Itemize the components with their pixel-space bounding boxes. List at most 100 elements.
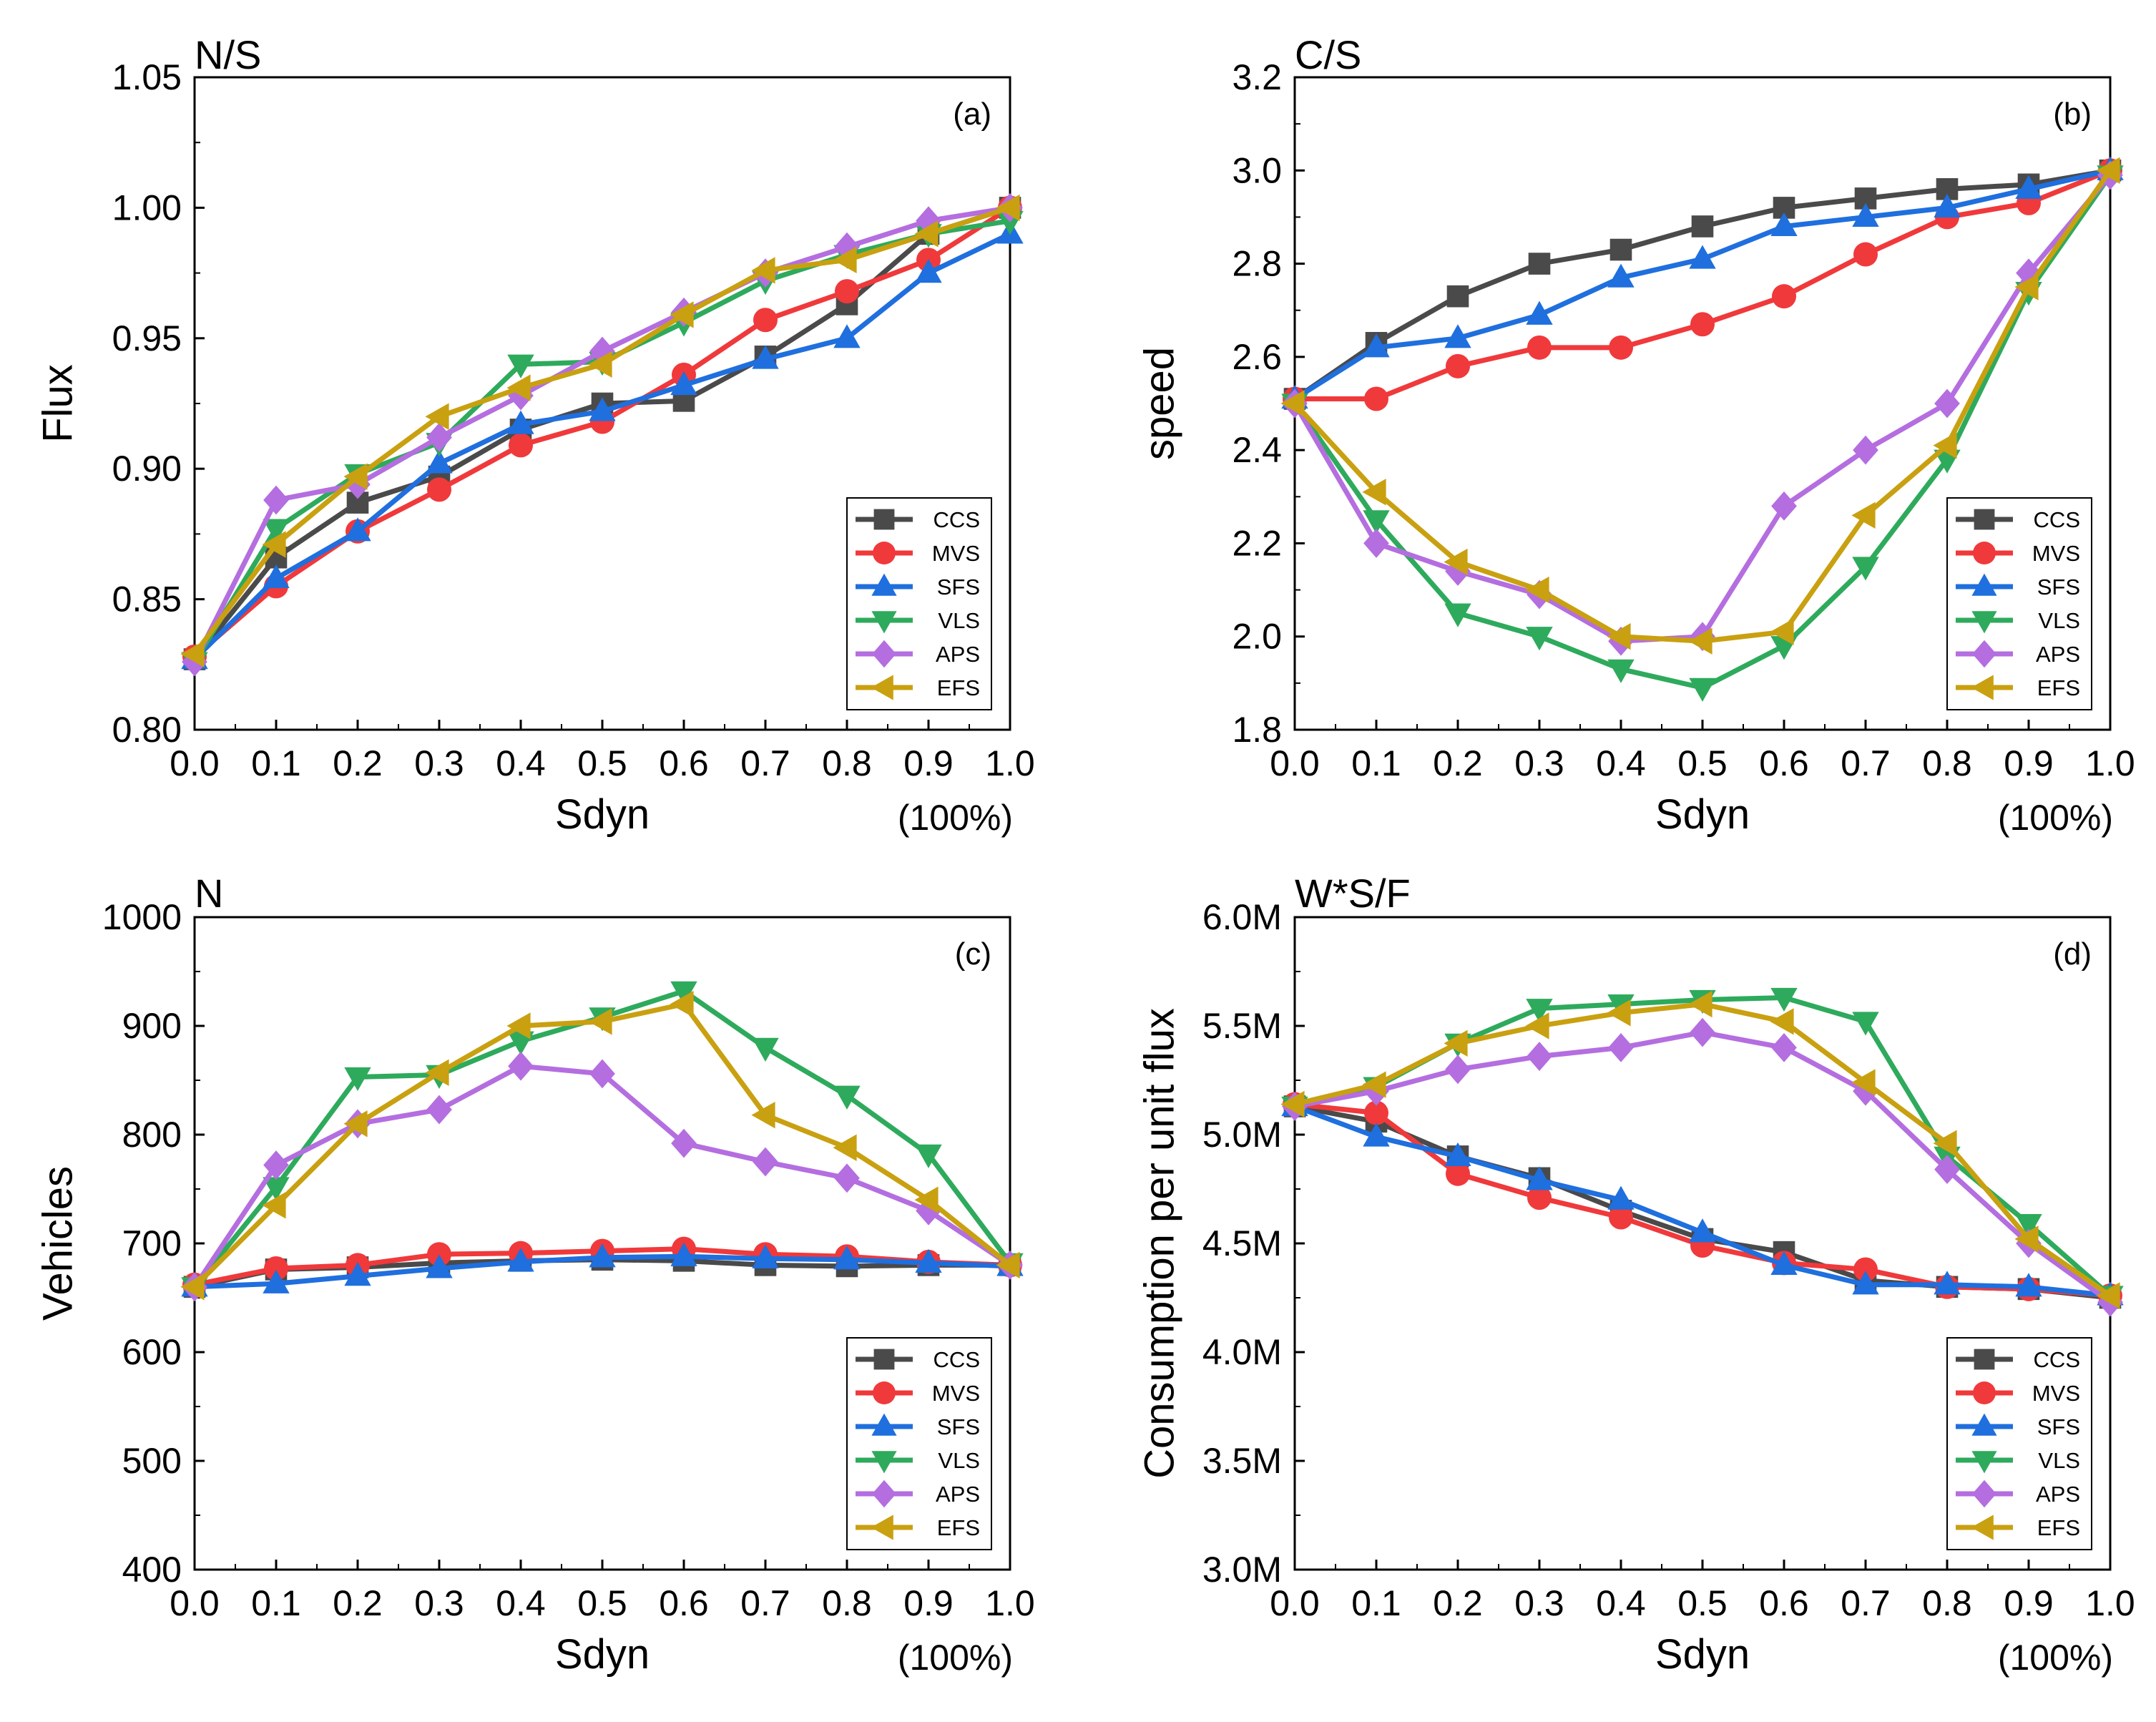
- legend-item-aps: APS: [1956, 1479, 2080, 1508]
- data-point: [1934, 388, 1960, 419]
- x-tick-label: 0.9: [2004, 1583, 2054, 1623]
- data-point: [1609, 238, 1632, 261]
- data-point: [1851, 502, 1876, 529]
- legend-label: SFS: [937, 574, 980, 600]
- data-point: [1445, 1055, 1471, 1085]
- data-point: [263, 519, 290, 543]
- legend-item-ccs: CCS: [1956, 1347, 2080, 1372]
- x-tick-label: 0.3: [1514, 1583, 1564, 1623]
- y-tick-label: 700: [122, 1223, 182, 1263]
- legend: CCS MVS SFS VLS APS EFS: [846, 497, 992, 710]
- legend-box: [1946, 497, 2092, 710]
- data-point: [1770, 1008, 1794, 1035]
- data-point: [1771, 491, 1797, 521]
- x-tick-label: 0.0: [170, 1583, 220, 1623]
- legend-marker: [1974, 1349, 1995, 1370]
- y-tick-label: 600: [122, 1332, 182, 1372]
- legend-marker: [871, 573, 897, 596]
- series-efs: [1280, 157, 2120, 655]
- data-point: [670, 371, 697, 396]
- data-point: [426, 1095, 452, 1125]
- data-point: [834, 1163, 860, 1193]
- legend-item-ccs: CCS: [856, 1347, 980, 1372]
- legend-marker: [873, 1381, 896, 1404]
- x-tick-label: 0.8: [822, 743, 872, 783]
- y-axis-title: Consumption per unit flux: [1136, 1008, 1182, 1479]
- data-point: [262, 531, 286, 558]
- data-point: [1446, 285, 1469, 308]
- data-point: [834, 232, 860, 262]
- x-axis-unit: (100%): [898, 798, 1013, 838]
- data-point: [1689, 1218, 1716, 1243]
- series-line: [1293, 1104, 2111, 1298]
- legend-label: CCS: [2034, 507, 2080, 532]
- data-point: [262, 1192, 286, 1219]
- x-tick-label: 0.9: [903, 1583, 954, 1623]
- data-point: [1444, 324, 1471, 348]
- y-tick-label: 900: [122, 1006, 182, 1046]
- data-point: [426, 1254, 453, 1278]
- panel-title: N/S: [195, 32, 261, 77]
- data-point: [1933, 1130, 1957, 1157]
- x-tick-label: 0.9: [2004, 743, 2054, 783]
- data-point: [589, 1243, 616, 1268]
- legend-box: [1946, 1337, 2092, 1550]
- x-axis-unit: (100%): [898, 1638, 1013, 1678]
- data-point: [996, 1251, 1020, 1279]
- legend-marker: [1973, 542, 1996, 564]
- y-tick-label: 0.90: [112, 449, 182, 489]
- legend-marker: [1971, 573, 1997, 596]
- legend-marker: [1971, 1515, 1994, 1540]
- y-axis-title: Vehicles: [34, 1166, 81, 1321]
- legend-marker: [1971, 1451, 1997, 1474]
- y-tick-label: 4.0M: [1202, 1332, 1282, 1372]
- y-tick-label: 0.85: [112, 579, 182, 620]
- data-point: [751, 257, 775, 284]
- data-point: [753, 308, 778, 333]
- y-tick-label: 3.5M: [1202, 1441, 1282, 1481]
- data-point: [1933, 431, 1957, 459]
- data-point: [1770, 987, 1798, 1012]
- legend-item-mvs: MVS: [1956, 541, 2080, 566]
- data-point: [507, 1248, 534, 1272]
- panel-letter: (c): [955, 936, 991, 972]
- data-point: [833, 324, 861, 348]
- legend-label: VLS: [938, 608, 980, 633]
- data-point: [1853, 1257, 1878, 1282]
- legend-label: EFS: [2037, 1515, 2080, 1540]
- y-tick-label: 0.95: [112, 318, 182, 358]
- data-point: [508, 1051, 534, 1081]
- data-point: [1444, 1142, 1471, 1166]
- panel-title: W*S/F: [1295, 871, 1411, 916]
- data-point: [263, 1150, 289, 1180]
- x-tick-label: 0.2: [1433, 743, 1483, 783]
- legend-marker: [873, 542, 896, 564]
- data-point: [1527, 1185, 1552, 1210]
- x-axis-title: Sdyn: [555, 791, 650, 838]
- y-axis-title: Flux: [34, 364, 81, 443]
- chart-panel-a: N/S(a)0.0 0.1 0.2 0.3 0.4 0.5 0.6 0.7 0.8 0.9 1.00…: [34, 32, 1034, 838]
- x-tick-label: 0.1: [251, 1583, 301, 1623]
- y-tick-label: 5.0M: [1202, 1115, 1282, 1155]
- x-tick-label: 0.2: [333, 1583, 383, 1623]
- legend-item-aps: APS: [856, 640, 980, 668]
- x-tick-label: 0.7: [1841, 743, 1891, 783]
- data-point: [1853, 435, 1878, 465]
- x-tick-label: 0.5: [1677, 743, 1728, 783]
- x-tick-label: 1.0: [2085, 743, 2135, 783]
- x-tick-label: 0.4: [1596, 1583, 1646, 1623]
- data-point: [1853, 242, 1878, 267]
- x-tick-label: 0.0: [1270, 1583, 1320, 1623]
- x-tick-label: 0.6: [659, 1583, 709, 1623]
- data-point: [833, 1085, 861, 1110]
- y-tick-label: 1.05: [112, 57, 182, 97]
- panel-title: C/S: [1295, 32, 1361, 77]
- legend-item-sfs: SFS: [1956, 573, 2080, 600]
- data-point: [1770, 212, 1798, 237]
- y-tick-label: 4.5M: [1202, 1223, 1282, 1263]
- x-tick-label: 0.6: [1759, 743, 1809, 783]
- data-point: [2096, 157, 2120, 184]
- data-point: [427, 477, 451, 502]
- data-point: [589, 397, 616, 421]
- data-point: [2014, 1226, 2039, 1253]
